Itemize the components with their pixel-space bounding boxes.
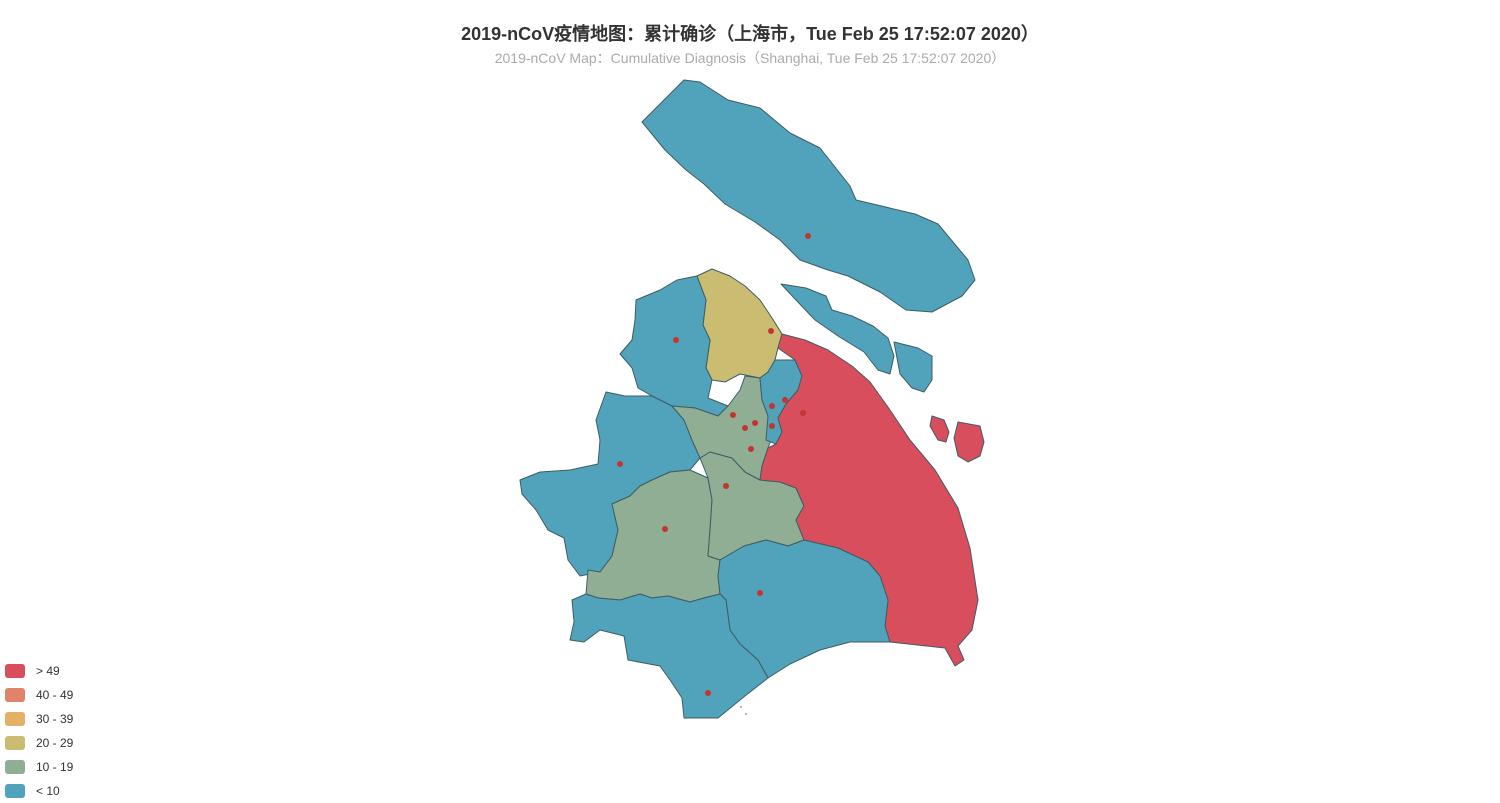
marker-putuo [730,412,736,418]
region-changxing-island[interactable] [780,283,895,375]
legend-swatch-40-49 [5,688,25,702]
legend-swatch-lt10 [5,784,25,798]
legend-swatch-10-19 [5,760,25,774]
marker-chongming [805,233,811,239]
legend-label-lt10: < 10 [36,784,60,798]
marker-songjiang [662,526,668,532]
islet-speck-1 [740,706,742,708]
region-jinshan[interactable] [569,593,769,719]
marker-jiading [673,337,679,343]
region-small-island-1[interactable] [929,415,950,443]
marker-qingpu [617,461,623,467]
marker-jingan [752,420,758,426]
marker-changning [742,425,748,431]
visual-map-legend: > 49 40 - 49 30 - 39 20 - 29 10 - 19 < 1… [5,659,73,803]
marker-huangpu [769,423,775,429]
marker-pudong [800,410,806,416]
region-chongming[interactable] [641,79,976,313]
region-small-island-2[interactable] [953,421,985,463]
marker-jinshan [705,690,711,696]
region-hengsha-island[interactable] [893,341,933,393]
marker-fengxian [757,590,763,596]
region-baoshan[interactable] [696,268,783,383]
marker-baoshan [768,328,774,334]
legend-swatch-gt49 [5,664,25,678]
legend-label-20-29: 20 - 29 [36,736,74,750]
legend-swatch-20-29 [5,736,25,750]
map-subtitle: 2019-nCoV Map：Cumulative Diagnosis（Shang… [494,50,1006,66]
marker-hongkou [769,403,775,409]
legend-swatch-30-39 [5,712,25,726]
region-markers [617,233,811,696]
legend-item-40-49[interactable]: 40 - 49 [5,683,73,707]
marker-minhang [723,483,729,489]
legend-label-40-49: 40 - 49 [36,688,74,702]
legend-item-20-29[interactable]: 20 - 29 [5,731,73,755]
islet-speck-2 [745,713,747,715]
legend-item-30-39[interactable]: 30 - 39 [5,707,73,731]
legend-item-10-19[interactable]: 10 - 19 [5,755,73,779]
legend-label-30-39: 30 - 39 [36,712,74,726]
legend-label-10-19: 10 - 19 [36,760,74,774]
map-title: 2019-nCoV疫情地图：累计确诊（上海市，Tue Feb 25 17:52:… [461,24,1039,44]
legend-label-gt49: > 49 [36,664,60,678]
legend-item-gt49[interactable]: > 49 [5,659,73,683]
marker-xuhui [748,446,754,452]
marker-yangpu [782,397,788,403]
legend-item-lt10[interactable]: < 10 [5,779,73,803]
